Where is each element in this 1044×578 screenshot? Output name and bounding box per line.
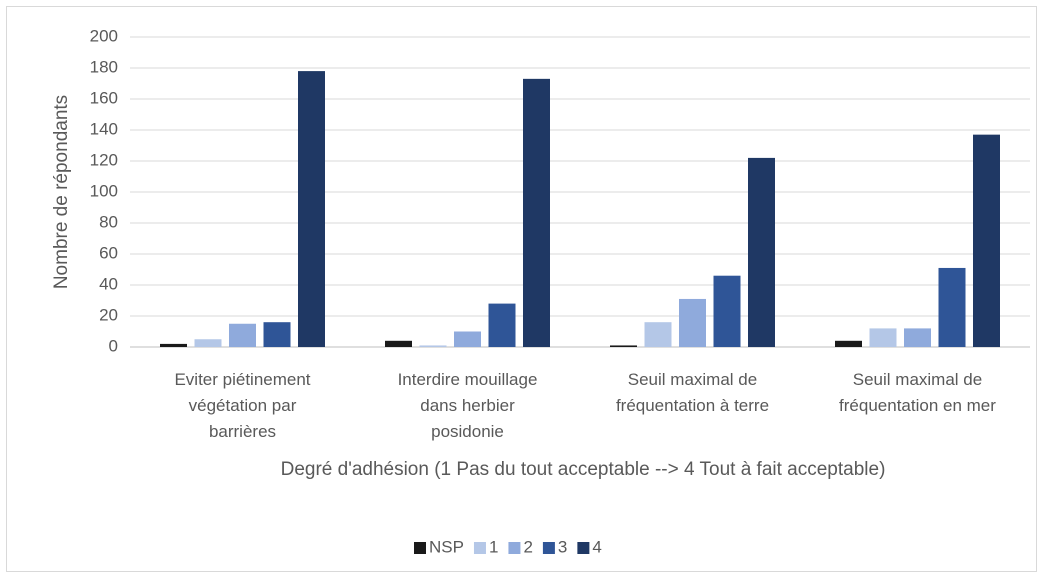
y-axis-label: Nombre de répondants	[51, 95, 72, 289]
bar	[263, 322, 291, 347]
bar	[454, 331, 481, 347]
legend-label: 3	[558, 537, 567, 556]
y-tick-label: 60	[99, 243, 118, 262]
bar	[835, 340, 862, 347]
bar	[938, 267, 966, 347]
legend-label: 2	[523, 537, 532, 556]
bar	[298, 71, 325, 347]
bar	[644, 322, 672, 347]
legend-swatch	[508, 542, 521, 554]
legend-label: NSP	[429, 537, 464, 556]
bar	[419, 345, 447, 347]
bar	[748, 157, 775, 347]
y-tick-label: 140	[90, 119, 118, 138]
bar	[160, 343, 187, 347]
x-tick-label: Interdire mouillage dans herbier posidonie	[398, 370, 538, 441]
bar	[488, 303, 516, 347]
bar	[385, 340, 412, 347]
legend-label: 1	[489, 537, 498, 556]
legend-swatch	[577, 542, 590, 554]
y-tick-label: 80	[99, 212, 118, 231]
bar	[523, 78, 550, 347]
x-axis-label: Degré d'adhésion (1 Pas du tout acceptab…	[281, 459, 886, 480]
x-tick-label: Eviter piétinement végétation par barrière…	[174, 370, 310, 441]
legend-swatch	[473, 542, 486, 554]
bar	[679, 298, 706, 347]
legend-label: 4	[592, 537, 601, 556]
bar	[610, 345, 637, 347]
y-tick-label: 100	[90, 181, 118, 200]
legend-swatch	[414, 542, 426, 554]
bar	[229, 323, 256, 347]
y-tick-label: 20	[99, 305, 118, 324]
bar	[194, 339, 222, 347]
x-tick-label: Seuil maximal de fréquentation à terre	[616, 370, 769, 415]
bar	[904, 328, 931, 347]
x-tick-label: Seuil maximal de fréquentation en mer	[839, 370, 996, 415]
y-tick-label: 0	[109, 336, 118, 355]
y-tick-label: 200	[90, 26, 118, 45]
y-tick-label: 160	[90, 88, 118, 107]
y-tick-label: 120	[90, 150, 118, 169]
y-tick-label: 40	[99, 274, 118, 293]
bar	[713, 275, 741, 347]
bar	[973, 134, 1000, 347]
bar	[869, 328, 897, 347]
chart-border	[6, 6, 1037, 572]
y-tick-label: 180	[90, 57, 118, 76]
legend-swatch	[542, 542, 555, 554]
